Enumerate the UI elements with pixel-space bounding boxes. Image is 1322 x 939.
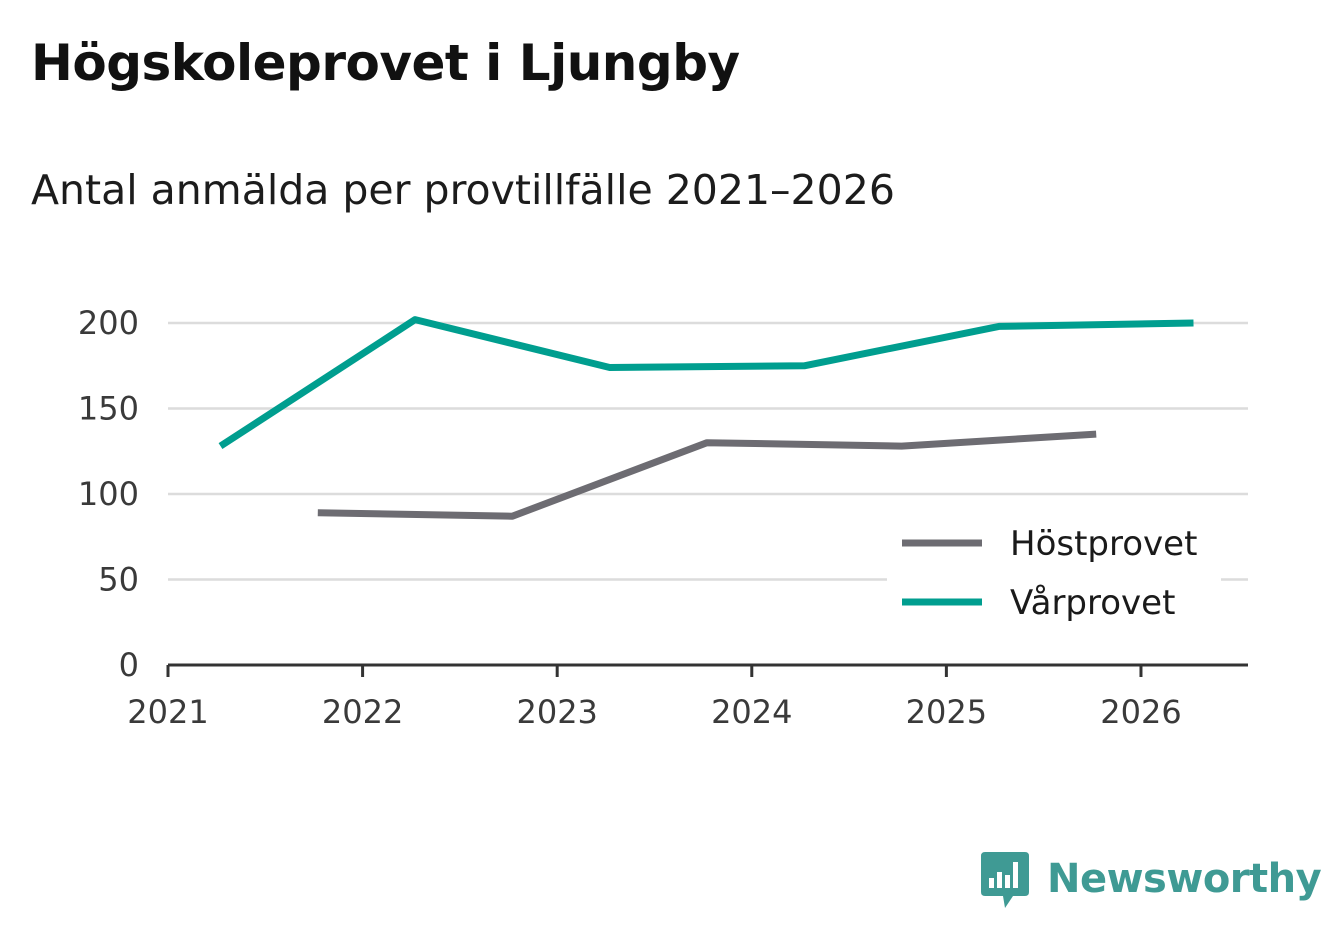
x-tick-label-2025: 2025 — [906, 693, 987, 731]
chart-title: Högskoleprovet i Ljungby — [31, 34, 740, 92]
legend: Höstprovet Vårprovet — [887, 516, 1221, 630]
brand-logo: Newsworthy — [981, 848, 1322, 910]
axes: 0 50 100 150 200 2021 2022 2023 2024 2025 2026 — [78, 304, 1248, 731]
series-line-0 — [317, 430, 1097, 520]
series-line-1 — [218, 316, 1194, 450]
legend-label-1: Vårprovet — [1010, 583, 1175, 623]
y-tick-label-150: 150 — [78, 390, 139, 428]
y-tick-label-50: 50 — [98, 561, 139, 599]
brand-name: Newsworthy — [1047, 856, 1322, 902]
y-tick-label-0: 0 — [119, 646, 139, 684]
x-tick-label-2024: 2024 — [711, 693, 792, 731]
x-tick-label-2026: 2026 — [1100, 693, 1181, 731]
x-tick-label-2021: 2021 — [127, 693, 208, 731]
chart-subtitle: Antal anmälda per provtillfälle 2021–202… — [31, 166, 895, 214]
y-tick-label-200: 200 — [78, 304, 139, 342]
y-tick-label-100: 100 — [78, 475, 139, 513]
series-lines — [218, 316, 1194, 520]
x-tick-label-2023: 2023 — [516, 693, 597, 731]
legend-label-0: Höstprovet — [1010, 524, 1197, 564]
x-tick-label-2022: 2022 — [322, 693, 403, 731]
bar-chart-speech-icon — [981, 852, 1029, 908]
legend-background — [887, 516, 1221, 630]
